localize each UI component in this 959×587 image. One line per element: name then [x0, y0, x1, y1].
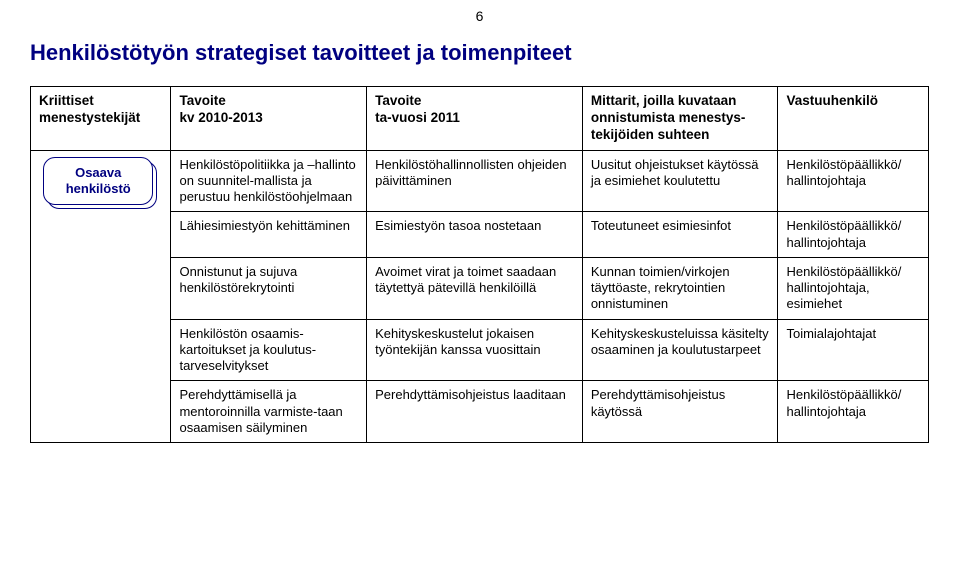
cell: Henkilöstöpäällikkö/ hallintojohtaja	[778, 150, 929, 212]
cell: Perehdyttämisellä ja mentoroinnilla varm…	[171, 381, 367, 443]
strategy-table: Kriittiset menestystekijät Tavoite kv 20…	[30, 86, 929, 443]
col-header-1: Tavoite kv 2010-2013	[171, 87, 367, 151]
cell: Toimialajohtajat	[778, 319, 929, 381]
cell: Lähiesimiestyön kehittäminen	[171, 212, 367, 258]
col-header-0: Kriittiset menestystekijät	[31, 87, 171, 151]
col-header-3: Mittarit, joilla kuvataan onnistumista m…	[582, 87, 778, 151]
cell: Kehityskeskustelut jokaisen työntekijän …	[367, 319, 583, 381]
cell: Henkilöstön osaamis-kartoitukset ja koul…	[171, 319, 367, 381]
factor-cell: Osaava henkilöstö	[31, 150, 171, 443]
page-title: Henkilöstötyön strategiset tavoitteet ja…	[30, 40, 929, 66]
factor-badge: Osaava henkilöstö	[43, 157, 158, 211]
cell: Henkilöstöhallinnollisten ohjeiden päivi…	[367, 150, 583, 212]
col-header-2: Tavoite ta-vuosi 2011	[367, 87, 583, 151]
factor-badge-label: Osaava henkilöstö	[43, 157, 153, 205]
page: 6 Henkilöstötyön strategiset tavoitteet …	[0, 0, 959, 587]
col-header-4: Vastuuhenkilö	[778, 87, 929, 151]
page-number: 6	[476, 8, 484, 24]
cell: Kehityskeskusteluissa käsitelty osaamine…	[582, 319, 778, 381]
cell: Henkilöstöpäällikkö/ hallintojohtaja, es…	[778, 257, 929, 319]
table-header-row: Kriittiset menestystekijät Tavoite kv 20…	[31, 87, 929, 151]
cell: Perehdyttämisohjeistus laaditaan	[367, 381, 583, 443]
cell: Henkilöstöpäällikkö/ hallintojohtaja	[778, 212, 929, 258]
cell: Onnistunut ja sujuva henkilöstörekrytoin…	[171, 257, 367, 319]
cell: Uusitut ohjeistukset käytössä ja esimieh…	[582, 150, 778, 212]
cell: Henkilöstöpäällikkö/ hallintojohtaja	[778, 381, 929, 443]
cell: Perehdyttämisohjeistus käytössä	[582, 381, 778, 443]
table-row: Osaava henkilöstö Henkilöstöpolitiikka j…	[31, 150, 929, 212]
cell: Esimiestyön tasoa nostetaan	[367, 212, 583, 258]
cell: Avoimet virat ja toimet saadaan täytetty…	[367, 257, 583, 319]
cell: Toteutuneet esimiesinfot	[582, 212, 778, 258]
cell: Henkilöstöpolitiikka ja –hallinto on suu…	[171, 150, 367, 212]
cell: Kunnan toimien/virkojen täyttöaste, rekr…	[582, 257, 778, 319]
